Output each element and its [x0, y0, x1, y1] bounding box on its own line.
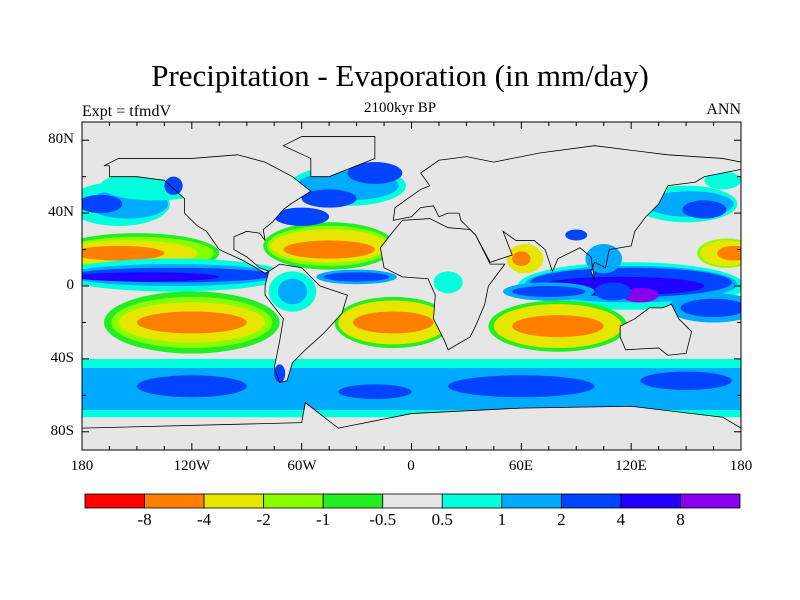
- contour-region: [82, 272, 220, 282]
- contour-region: [512, 251, 531, 266]
- land-mass: [82, 402, 741, 450]
- contour-region: [704, 171, 741, 190]
- land-mass: [283, 136, 375, 177]
- contour-region: [512, 285, 586, 297]
- colorbar-label: 8: [676, 510, 685, 529]
- contour-region: [136, 311, 247, 334]
- chart-subtitle: 2100kyr BP: [363, 100, 437, 116]
- contour-region: [323, 272, 390, 282]
- colorbar-label: -8: [137, 510, 152, 529]
- coastline: [82, 401, 741, 450]
- contour-region: [433, 271, 463, 294]
- lon-label: 0: [407, 458, 415, 474]
- colorbar-swatch: [322, 493, 384, 509]
- colorbar-label: -2: [256, 510, 271, 529]
- coastline: [392, 145, 741, 281]
- contour-region: [594, 282, 632, 301]
- contour-region: [274, 207, 330, 226]
- coastline: [282, 136, 376, 178]
- contour-region: [680, 298, 741, 318]
- land-mass: [620, 304, 692, 356]
- season-label: ANN: [706, 101, 741, 118]
- lat-label: 80N: [48, 131, 74, 147]
- colorbar-swatch: [203, 493, 265, 509]
- lat-label: 40S: [50, 350, 74, 366]
- contour-region: [164, 176, 183, 195]
- land-mass: [393, 145, 741, 281]
- experiment-label: Expt = tfmdV: [82, 103, 172, 120]
- colorbar-label: 1: [497, 510, 507, 529]
- lon-label: 180: [70, 458, 94, 474]
- colorbar-swatch: [560, 493, 622, 509]
- coastline: [103, 154, 312, 274]
- lon-label: 120W: [173, 458, 211, 474]
- lat-label: 40N: [48, 204, 74, 220]
- contour-region: [622, 287, 659, 303]
- contour-region: [82, 245, 165, 261]
- contour-region: [283, 240, 375, 259]
- lat-label: 80S: [50, 423, 74, 439]
- contour-region: [338, 384, 412, 400]
- contour-region: [136, 375, 247, 398]
- coastline: [619, 303, 693, 356]
- lon-label: 180: [729, 458, 753, 474]
- contour-region: [565, 229, 588, 241]
- colorbar-swatch: [620, 493, 681, 509]
- colorbar-swatch: [263, 493, 324, 509]
- colorbar-swatch: [84, 493, 145, 509]
- contour-region: [347, 162, 403, 185]
- colorbar-label: 2: [557, 510, 566, 529]
- colorbar-swatch: [382, 493, 443, 509]
- contour-region: [274, 364, 286, 383]
- land-mass: [103, 154, 311, 274]
- coastline: [264, 263, 348, 384]
- contour-region: [448, 375, 595, 398]
- colorbar-label: -4: [196, 510, 212, 529]
- colorbar-swatch: [441, 493, 503, 509]
- contour-region: [301, 189, 357, 208]
- lat-label: 0: [66, 277, 75, 293]
- coastline: [379, 218, 506, 351]
- contour-region: [585, 244, 623, 274]
- contour-region: [277, 278, 308, 305]
- colorbar-label: -1: [316, 510, 331, 529]
- lon-label: 120E: [615, 458, 647, 474]
- colorbar-label: -0.5: [369, 510, 397, 529]
- lon-label: 60E: [508, 458, 534, 474]
- contour-region: [682, 200, 727, 219]
- colorbar-label: 0.5: [431, 510, 453, 529]
- contour-region: [717, 245, 741, 261]
- chart-title: Precipitation - Evaporation (in mm/day): [151, 58, 649, 93]
- contour-region: [82, 194, 123, 214]
- contour-region: [512, 315, 604, 338]
- colorbar-swatch: [680, 493, 741, 509]
- colorbar-swatch: [144, 493, 205, 509]
- contour-region: [640, 371, 732, 390]
- field-layer: [82, 122, 741, 450]
- colorbar-swatch: [501, 493, 562, 509]
- colorbar-label: 4: [616, 510, 626, 529]
- contour-region: [352, 311, 434, 334]
- lon-label: 60W: [287, 458, 317, 474]
